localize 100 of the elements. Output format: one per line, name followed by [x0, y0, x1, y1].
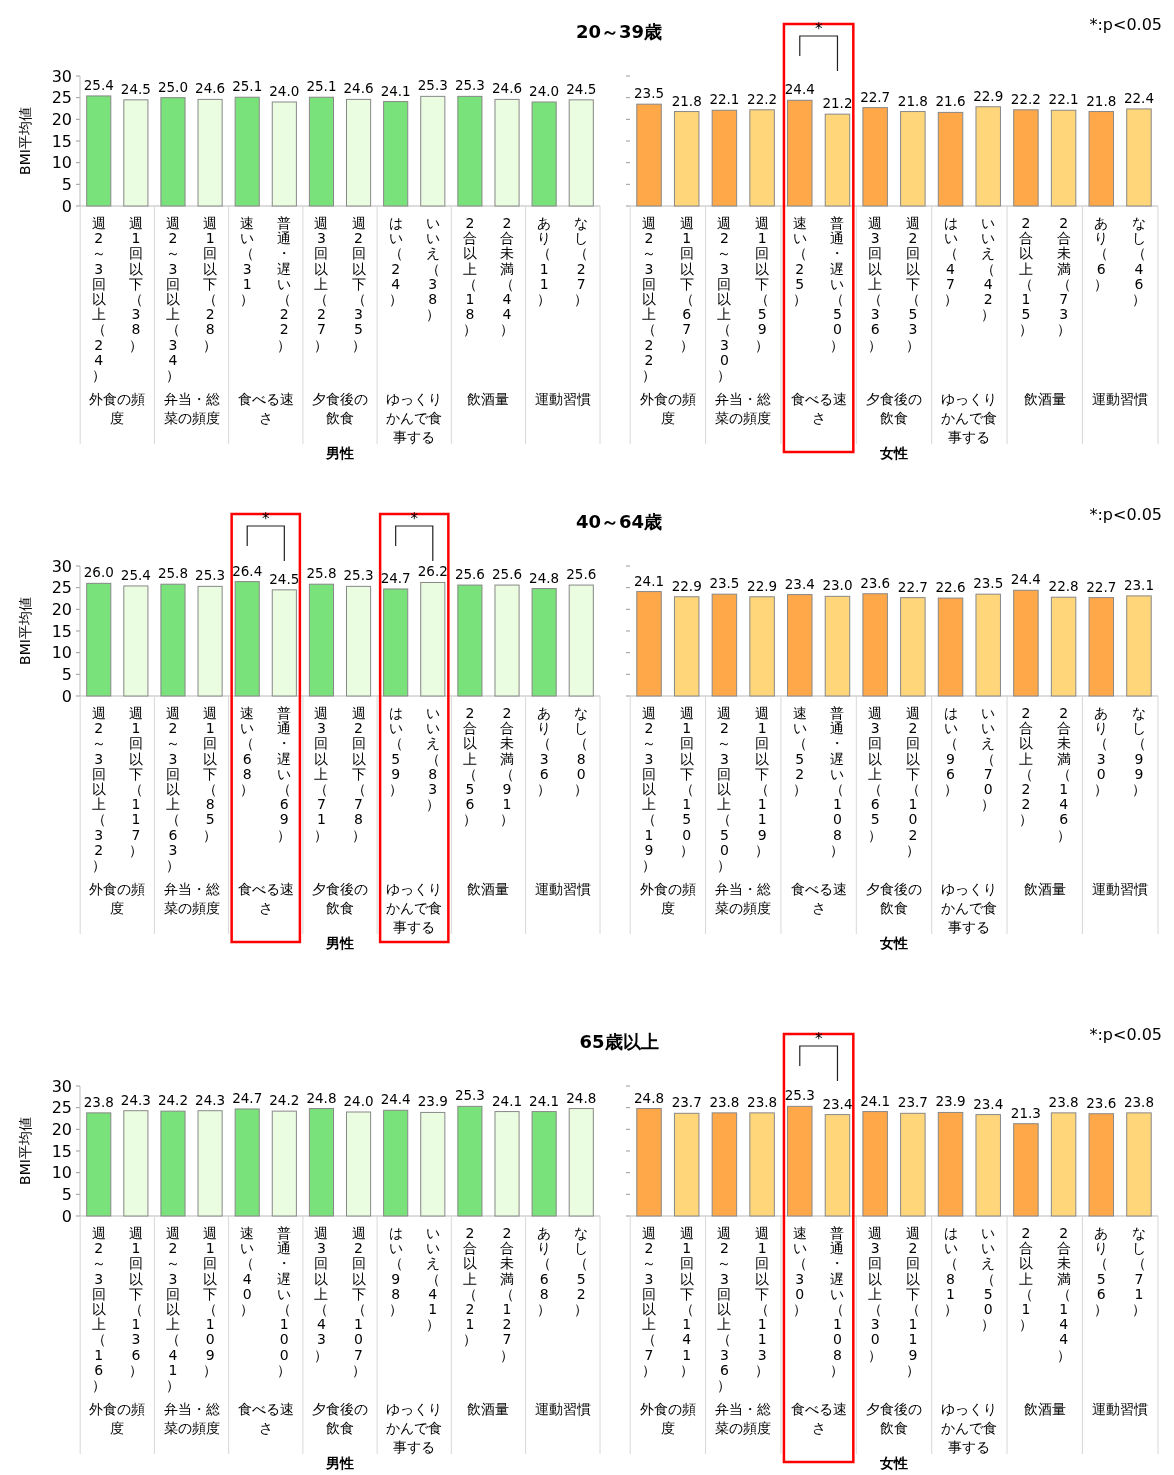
y-axis-title: BMI平均値 [17, 107, 33, 175]
data-label: 24.1 [491, 1092, 523, 1109]
y-tick-label: 20 [51, 109, 72, 129]
data-label: 24.0 [269, 83, 300, 99]
x-tick-label: 速い（30） [792, 1225, 807, 1317]
bar [1088, 1113, 1115, 1217]
data-label: 25.1 [232, 78, 263, 95]
x-axis-title: 男性 [325, 935, 354, 951]
category-label: 週1回以下（109） [203, 1225, 218, 1378]
data-label: 24.8 [634, 1089, 665, 1106]
data-label: 24.1 [634, 572, 665, 589]
text: 運動習慣 [1092, 1401, 1149, 1417]
bar [1050, 596, 1077, 697]
data-label: 24.0 [529, 83, 560, 99]
x-tick-label: 速い（31） [240, 215, 255, 307]
bar [271, 1110, 297, 1217]
category-label: 週2～3回以上（63） [165, 705, 180, 873]
data-label: 25.8 [157, 565, 189, 582]
data-label: 22.7 [1086, 578, 1117, 595]
x-tick-label: いいえ（83） [425, 705, 440, 813]
x-tick-label: 速い（68） [240, 705, 255, 797]
x-tick-label: いいえ（50） [981, 1225, 996, 1333]
text: 食べる速さ [790, 391, 847, 426]
data-label: 24.0 [343, 1093, 374, 1109]
x-tick-label: 2合以上（1） [1018, 1225, 1033, 1333]
category-label: 週2～3回以上（24） [91, 215, 106, 383]
data-label: 26.2 [417, 563, 448, 580]
data-label: 25.6 [491, 566, 523, 583]
category-label: 週2～3回以上（34） [165, 215, 180, 383]
text: ゆっくりかんで食事する [386, 881, 443, 935]
x-axis-title: 女性 [879, 1455, 908, 1471]
data-label: 23.8 [709, 1093, 740, 1110]
category-label: 週2～3回以上（41） [165, 1225, 180, 1393]
data-label: 21.6 [935, 93, 966, 110]
data-label: 25.4 [83, 76, 114, 93]
bar [1088, 111, 1115, 207]
bar [346, 1111, 372, 1217]
data-label: 23.6 [860, 574, 891, 591]
y-tick-label: 15 [51, 621, 72, 641]
bar [711, 593, 738, 697]
x-tick-label: 2合以上（22） [1018, 705, 1033, 828]
y-tick-label: 30 [51, 1076, 72, 1096]
data-label: 24.2 [157, 1092, 189, 1109]
bar [937, 111, 964, 207]
category-label: 普通・遅い（108） [830, 1225, 845, 1378]
bar [420, 1111, 446, 1217]
bar [937, 597, 964, 697]
text: 運動習慣 [534, 881, 591, 897]
text: 運動習慣 [1092, 881, 1149, 897]
y-axis-title: BMI平均値 [17, 1117, 33, 1185]
text: 飲酒量 [1023, 391, 1066, 407]
bar [824, 113, 851, 207]
text: 夕食後の飲食 [312, 391, 368, 426]
category-label: 週1回以下（85） [203, 705, 218, 843]
bar [862, 1111, 888, 1217]
category-label: 週2～3回以上（22） [642, 215, 657, 383]
text: 運動習慣 [534, 391, 591, 407]
bar [494, 1111, 520, 1217]
text: 運動習慣 [1092, 391, 1149, 407]
text: 夕食後の飲食 [312, 1401, 368, 1436]
text: 夕食後の飲食 [866, 1401, 922, 1436]
data-label: 24.8 [306, 1089, 337, 1106]
category-label: 普通・遅い（69） [277, 705, 292, 843]
data-label: 24.5 [566, 80, 597, 97]
chart-title: 40～64歳 [575, 511, 663, 532]
bar [975, 593, 1001, 697]
data-label: 24.4 [380, 1091, 411, 1108]
category-label: 週2～3回以上（50） [717, 705, 732, 873]
data-label: 25.3 [195, 567, 226, 584]
bar [1050, 109, 1077, 207]
data-label: 25.8 [306, 565, 337, 582]
bar [234, 1108, 260, 1217]
bar [568, 1108, 594, 1217]
data-label: 22.2 [1010, 90, 1041, 107]
category-label: 週3回以上（65） [868, 705, 883, 843]
data-label: 23.8 [83, 1093, 114, 1110]
y-tick-label: 15 [51, 131, 72, 151]
x-tick-label: あり（68） [537, 1225, 552, 1317]
x-tick-label: 2合未満（91） [500, 705, 515, 828]
category-label: 週3回以上（36） [868, 215, 883, 353]
chart-title: 65歳以上 [579, 1031, 659, 1052]
y-tick-label: 5 [61, 174, 72, 194]
text: 弁当・総菜の頻度 [163, 881, 220, 916]
bar [1126, 595, 1152, 697]
category-label: 2合未満（144） [1056, 1225, 1071, 1363]
text: 外食の頻度 [639, 1401, 696, 1436]
y-tick-label: 25 [51, 578, 72, 598]
x-tick-label: なし（71） [1131, 1225, 1146, 1317]
data-label: 25.4 [120, 566, 151, 583]
category-label: 週1回以下（113） [755, 1225, 770, 1378]
data-label: 23.9 [935, 1093, 966, 1110]
text: 外食の頻度 [639, 881, 696, 916]
data-label: 25.3 [417, 77, 448, 94]
data-label: 22.7 [897, 578, 928, 595]
x-tick-label: あり（11） [537, 215, 552, 307]
text: 飲酒量 [467, 1401, 510, 1417]
data-label: 23.5 [634, 85, 665, 102]
category-label: 週2回以下（53） [905, 215, 920, 353]
category-label: 2合未満（146） [1056, 705, 1071, 843]
category-label: 週2回以下（35） [351, 215, 366, 353]
